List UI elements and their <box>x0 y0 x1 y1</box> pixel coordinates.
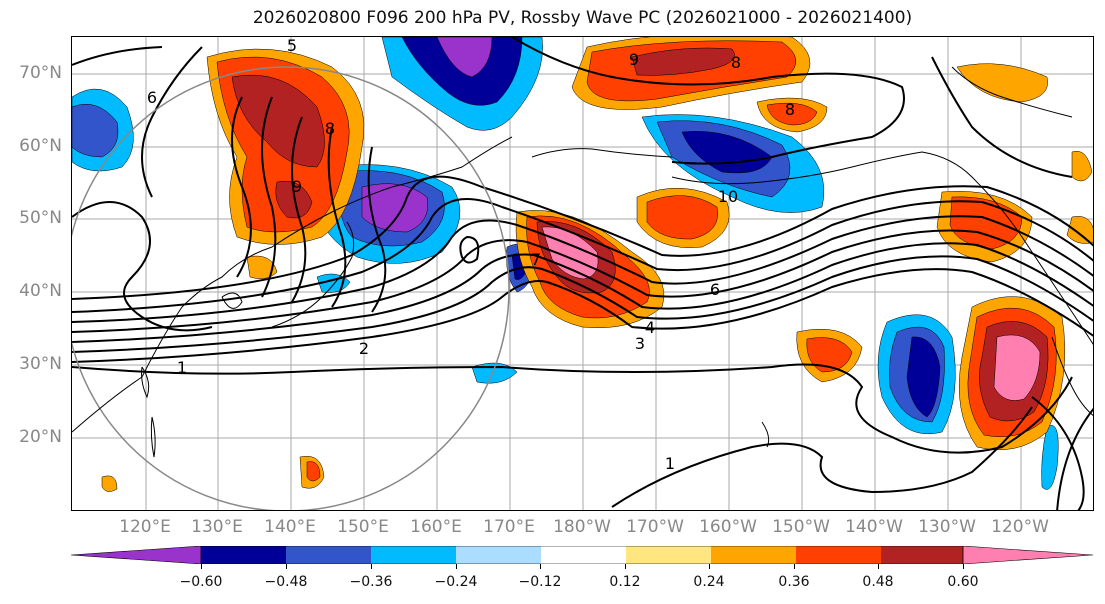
colorbar-tick-label: −0.48 <box>264 574 308 590</box>
lat-label-20n: 20°N <box>19 427 62 447</box>
shaded-anomalies <box>72 37 1093 492</box>
colorbar-swatch <box>796 546 881 564</box>
colorbar <box>71 546 1093 564</box>
colorbar-swatch <box>881 546 963 564</box>
lon-label-170w: 170°W <box>626 517 684 537</box>
lat-label-40n: 40°N <box>19 281 62 301</box>
colorbar-tick-label: −0.36 <box>349 574 393 590</box>
colorbar-tick-label: 0.48 <box>862 574 894 590</box>
colorbar-extend-left <box>71 546 202 564</box>
colorbar-tick-label: −0.24 <box>434 574 478 590</box>
coastlines <box>72 66 1093 458</box>
colorbar-swatch <box>541 546 626 564</box>
lon-label-140e: 140°E <box>264 517 316 537</box>
contour-label-8b: 8 <box>731 53 741 72</box>
lon-label-120w: 120°W <box>991 517 1049 537</box>
contour-label-1: 1 <box>177 358 187 377</box>
lon-label-170e: 170°E <box>483 517 535 537</box>
colorbar-swatch <box>371 546 456 564</box>
contour-label-10: 10 <box>718 187 738 206</box>
contour-label-7: 7 <box>531 250 541 269</box>
colorbar-tick-label: −0.12 <box>518 574 562 590</box>
colorbar-swatch <box>711 546 796 564</box>
map-frame: 1 1 2 3 4 5 6 6 7 8 8 8 9 9 10 <box>71 36 1094 511</box>
reference-circle <box>72 66 510 510</box>
colorbar-tick-label: 0.24 <box>693 574 725 590</box>
contour-label-4: 4 <box>645 318 655 337</box>
colorbar-tick-label: 0.36 <box>778 574 810 590</box>
contour-label-9: 9 <box>629 50 639 69</box>
lon-label-180w: 180°W <box>553 517 611 537</box>
contour-label-8: 8 <box>325 119 335 138</box>
lon-label-130w: 130°W <box>918 517 976 537</box>
lon-label-160e: 160°E <box>410 517 462 537</box>
lat-label-60n: 60°N <box>19 136 62 156</box>
contour-label-6b: 6 <box>710 280 720 299</box>
colorbar-tick-label: 0.60 <box>947 574 979 590</box>
colorbar-extend-right <box>962 546 1093 564</box>
lon-label-140w: 140°W <box>845 517 903 537</box>
contour-label-8c: 8 <box>785 100 795 119</box>
contour-label-group: 1 1 2 3 4 5 6 6 7 8 8 8 9 9 10 <box>147 37 795 473</box>
lon-label-150w: 150°W <box>772 517 830 537</box>
contour-label-3: 3 <box>635 334 645 353</box>
colorbar-tick-label: −0.60 <box>179 574 223 590</box>
lat-label-30n: 30°N <box>19 354 62 374</box>
colorbar-swatch <box>286 546 371 564</box>
map-title: 2026020800 F096 200 hPa PV, Rossby Wave … <box>252 8 913 28</box>
lon-label-160w: 160°W <box>699 517 757 537</box>
contour-label-6: 6 <box>147 88 157 107</box>
colorbar-swatch <box>201 546 286 564</box>
lon-label-130e: 130°E <box>191 517 243 537</box>
colorbar-swatch <box>456 546 541 564</box>
pv-contours <box>72 37 1093 510</box>
contour-label-5: 5 <box>287 37 297 55</box>
contour-label-1b: 1 <box>665 454 675 473</box>
map-canvas: 1 1 2 3 4 5 6 6 7 8 8 8 9 9 10 <box>72 37 1093 510</box>
lon-label-150e: 150°E <box>337 517 389 537</box>
lon-label-120e: 120°E <box>119 517 171 537</box>
contour-label-2: 2 <box>359 339 369 358</box>
contour-label-9b: 9 <box>292 177 302 196</box>
colorbar-swatch <box>626 546 711 564</box>
colorbar-tick-label: 0.12 <box>609 574 641 590</box>
lat-label-50n: 50°N <box>19 208 62 228</box>
lat-label-70n: 70°N <box>19 63 62 83</box>
